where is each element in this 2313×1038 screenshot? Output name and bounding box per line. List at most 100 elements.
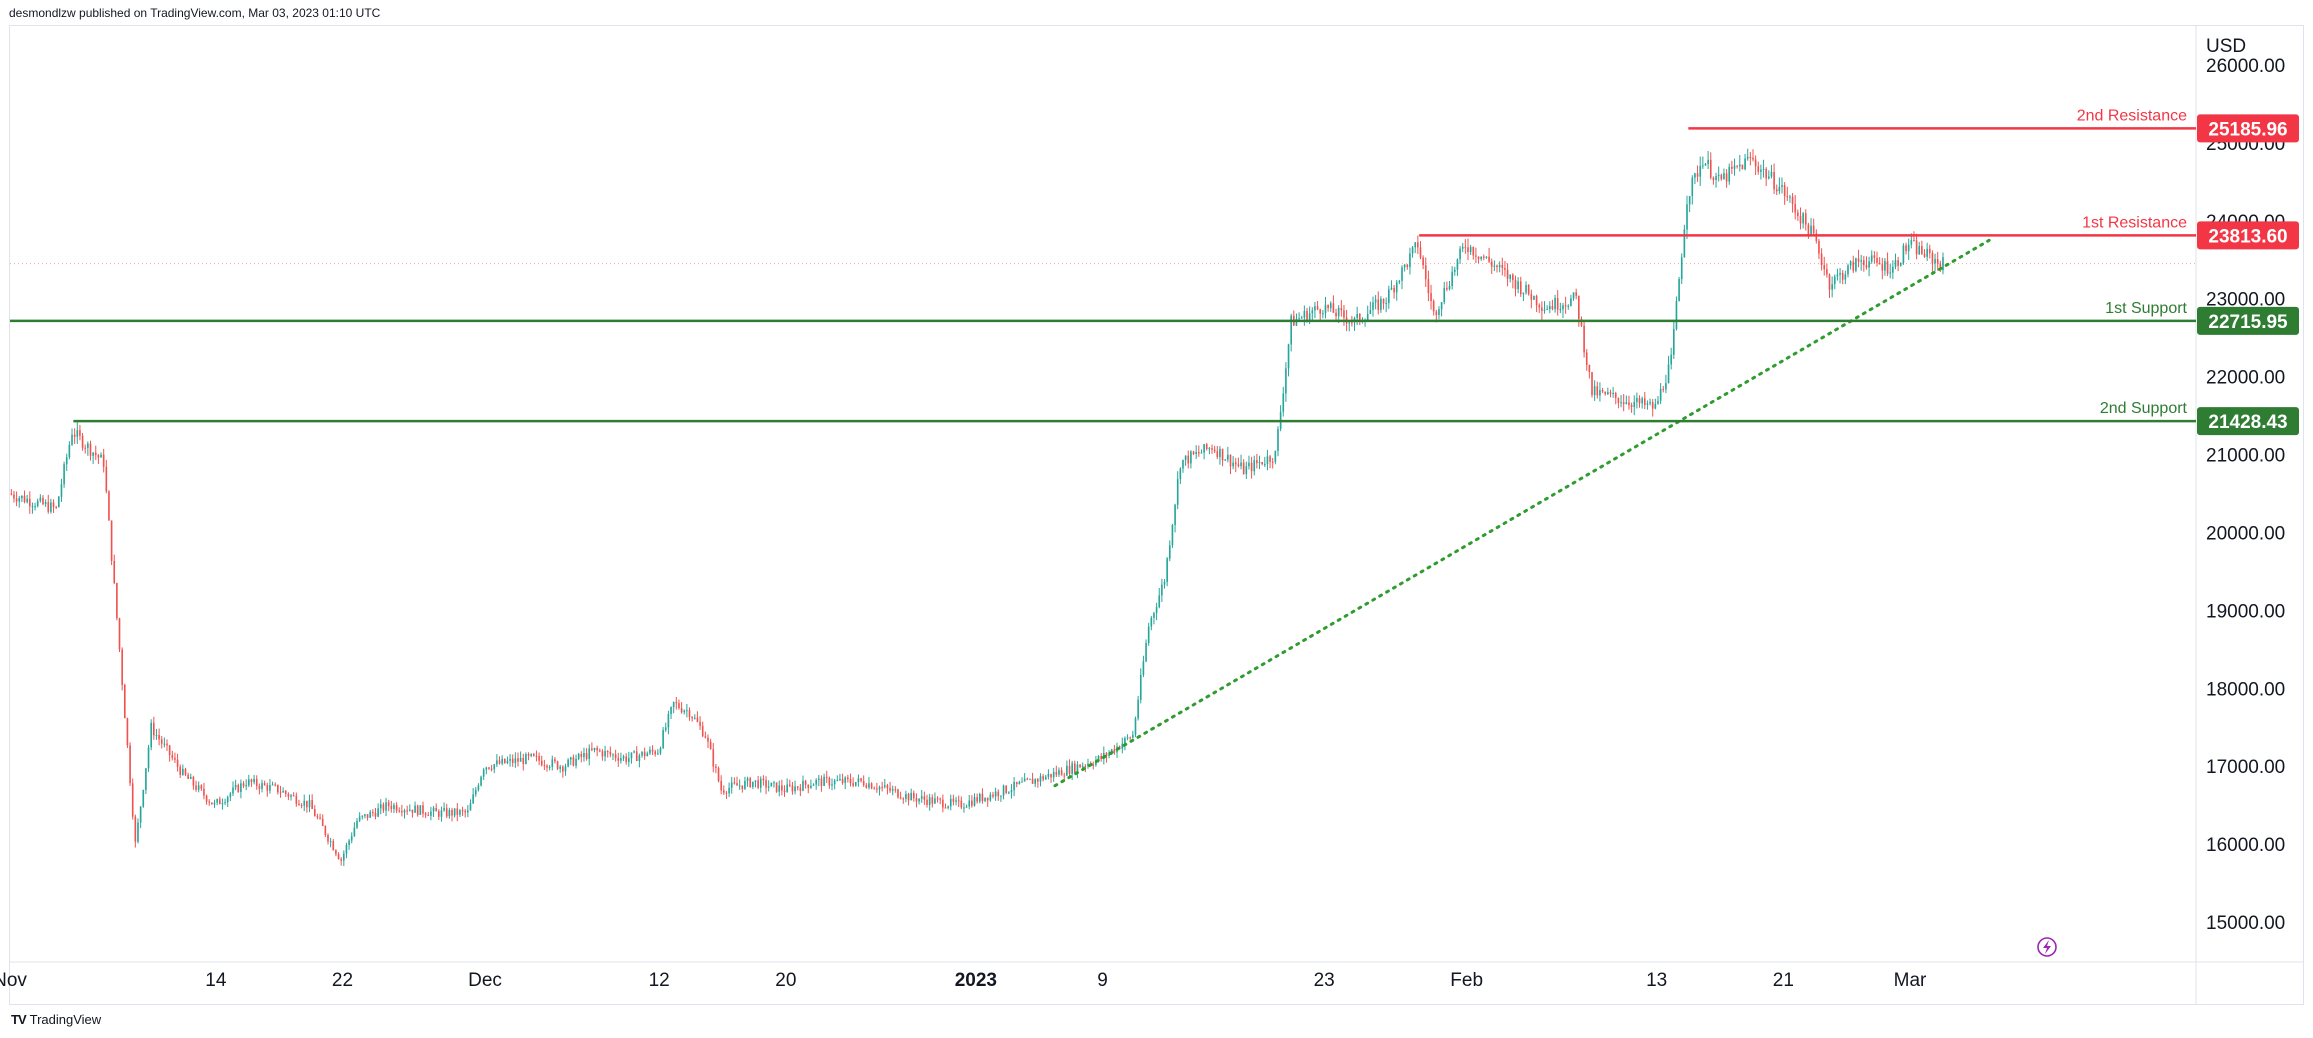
candle [733,777,736,785]
candle [1673,321,1675,360]
candle [1430,284,1432,310]
candle [1696,165,1699,182]
candle [1293,310,1295,326]
candle [1942,252,1944,275]
candle [158,728,160,746]
candle [678,699,680,710]
candle [1432,299,1435,316]
candle [525,752,527,765]
candle [1464,239,1467,254]
candle [205,794,208,805]
candle [704,731,707,739]
lightning-icon[interactable] [2037,937,2057,957]
candle [208,799,211,806]
candle [902,797,905,804]
candle [1453,266,1456,276]
candle [670,706,672,719]
candle [1211,444,1213,454]
candle [382,802,385,814]
candle [1134,716,1137,738]
candle [1132,730,1134,739]
candle [762,775,765,786]
candle [1617,397,1620,409]
candle [847,774,849,783]
candle [1153,611,1155,625]
candle [31,502,34,514]
price-tick-label: 19000.00 [2206,601,2285,622]
candle [1182,459,1184,473]
candle [1010,784,1013,799]
candle [643,747,646,760]
candle [844,776,847,790]
candle [1219,446,1221,465]
candle [445,803,448,819]
candle [1448,280,1451,291]
candle [1541,301,1543,320]
candle [97,454,100,465]
candle [187,772,189,780]
candle [89,440,92,461]
resistance-level-label: 2nd Resistance [2077,107,2187,124]
candle [387,799,390,812]
candle [395,802,398,814]
candle [1591,371,1593,398]
candle [113,554,116,585]
candle [617,752,620,767]
candle [1778,177,1781,195]
candle [788,779,791,788]
candle [424,811,427,819]
candle [1258,455,1261,470]
candle [1741,164,1744,170]
candle [79,424,81,441]
chart-frame[interactable] [9,25,2304,1005]
candle [1894,253,1897,270]
candle [480,775,482,787]
candle [886,783,889,795]
candle [435,803,437,812]
candle [1934,253,1936,272]
candle [606,750,609,758]
candle [1760,164,1762,180]
candle [986,797,989,807]
candle [448,807,451,819]
candle [1498,261,1501,273]
candle [1198,445,1200,457]
candle [232,781,234,797]
candle [728,782,730,798]
candle [182,764,184,776]
candle [628,751,630,767]
candle [1675,296,1678,331]
candle [1459,245,1461,264]
candle [1422,255,1424,270]
candle [1841,270,1844,285]
candle [390,800,393,813]
candle [1889,264,1892,279]
candle [746,776,749,787]
candle [1248,455,1250,470]
candle [1461,242,1464,253]
candle [266,782,269,797]
candle [693,714,696,720]
candle [377,803,379,818]
candle [472,787,474,804]
candle [1583,320,1585,358]
candle [1150,615,1153,631]
candle [1905,242,1907,255]
time-tick-label: 14 [205,970,227,991]
candle [44,499,47,507]
candle [564,763,567,776]
candle [514,752,517,768]
candle [1691,175,1694,205]
candle [1588,364,1591,379]
candle [1451,266,1453,290]
candle [168,744,171,762]
candle [71,428,73,446]
candle [1773,163,1775,195]
candle [891,785,894,796]
candle [1245,461,1248,479]
candle [488,767,490,770]
candle [554,757,556,764]
candle [1794,195,1797,220]
candle [1039,773,1042,787]
